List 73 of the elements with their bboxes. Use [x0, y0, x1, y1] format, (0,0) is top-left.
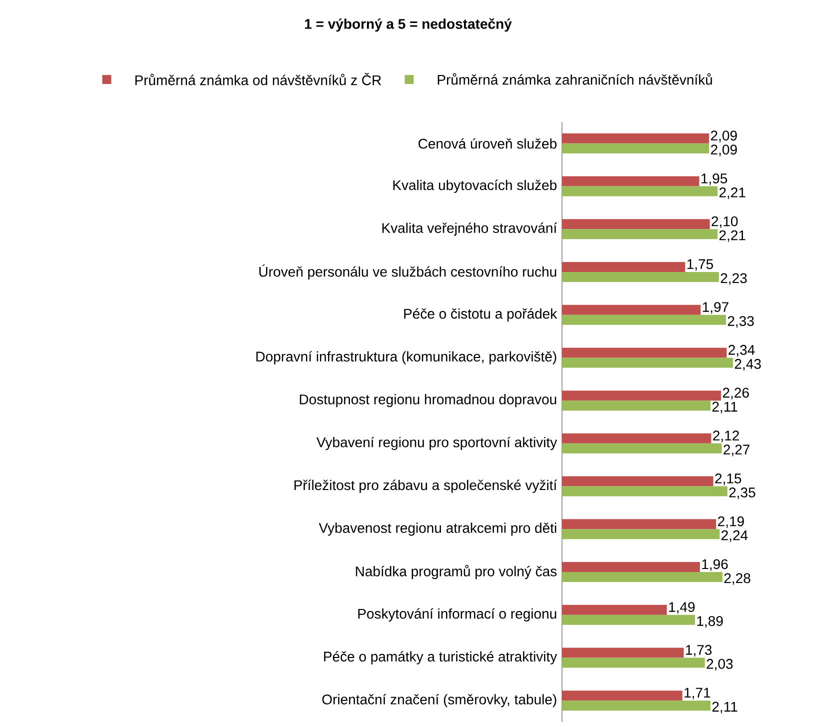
data-label: 2,11: [712, 702, 738, 714]
y-tick-label: Dostupnost regionu hromadnou dopravou: [300, 394, 556, 408]
text: 1 = výborný a 5 = nedostatečný: [305, 18, 512, 32]
data-label: 2,11: [712, 402, 738, 414]
bar: [562, 358, 734, 368]
bar: [562, 519, 716, 530]
data-label: 1,75: [687, 259, 714, 271]
bar: [562, 700, 710, 711]
data-label: 2,09: [710, 144, 737, 156]
bar: [562, 400, 710, 411]
y-tick-label: Úroveň personálu ve službách cestovního ruchu: [259, 264, 556, 280]
y-tick-label: Nabídka programů pro volný čas: [356, 564, 557, 580]
bar: [562, 658, 705, 668]
data-label: 2,34: [728, 344, 755, 357]
data-label: 2,35: [729, 488, 756, 500]
data-label: 1,71: [684, 688, 710, 700]
bar: [562, 390, 722, 401]
data-label: 2,03: [706, 658, 733, 671]
bar: [562, 604, 667, 615]
data-label: 1,73: [686, 644, 712, 657]
bar: [562, 176, 700, 186]
bar: [562, 648, 684, 658]
data-label: 2,33: [728, 316, 754, 328]
data-label: 2,24: [722, 530, 748, 542]
bar: [562, 219, 710, 230]
y-tick-label: Kvalita veřejného stravování: [382, 222, 558, 236]
y-tick-label: Vybavenost regionu atrakcemi pro děti: [318, 522, 556, 536]
data-label: 1,97: [702, 302, 728, 314]
data-label: 1,96: [702, 559, 728, 571]
bar: [562, 186, 718, 196]
data-label: 2,15: [715, 474, 742, 486]
data-label: 2,10: [712, 216, 738, 228]
bar: [562, 304, 701, 315]
bar: [562, 262, 686, 272]
data-label: 1,49: [669, 602, 695, 614]
y-tick-label: Péče o čistotu a pořádek: [404, 308, 558, 322]
data-label: 2,09: [710, 130, 737, 142]
bar: [562, 433, 712, 444]
bar: [562, 562, 700, 572]
bar: [562, 476, 714, 486]
legend-label: Průměrná známka od návštěvníků z ČR: [135, 72, 382, 86]
bar: [562, 229, 718, 240]
bar: [562, 314, 726, 325]
data-label: 1,89: [697, 616, 723, 628]
y-tick-label: Poskytování informací o regionu: [358, 608, 556, 622]
bar: [562, 443, 722, 454]
bar: [562, 133, 710, 144]
bar: [562, 486, 728, 496]
y-tick-label: Kvalita ubytovacích služeb: [393, 180, 557, 193]
y-tick-label: Dopravní infrastruktura (komunikace, parkoviště): [256, 351, 556, 364]
bar: [562, 529, 720, 540]
bar: [562, 614, 696, 625]
y-tick-label: Cenová úroveň služeb: [418, 138, 557, 149]
bar: [562, 272, 719, 282]
data-label: 2,23: [720, 273, 747, 285]
y-tick-label: Příležitost pro zábavu a společenské vyžití: [294, 480, 558, 493]
bar: [562, 143, 710, 154]
y-tick-label: Vybavení regionu pro sportovní aktivity: [316, 436, 558, 450]
data-label: 2,12: [713, 430, 739, 442]
y-tick-label: Orientační značení (směrovky, tabule): [322, 694, 556, 708]
data-label: 2,43: [734, 358, 761, 371]
bar: [562, 690, 682, 701]
data-label: 2,21: [719, 230, 746, 242]
data-label: 2,28: [724, 573, 750, 585]
data-label: 2,27: [724, 444, 750, 456]
data-label: 2,21: [719, 188, 746, 200]
y-tick-label: Péče o památky a turistické atraktivity: [324, 651, 558, 664]
data-label: 2,26: [722, 388, 749, 400]
data-label: 1,95: [701, 174, 728, 186]
legend-label: Průměrná známka zahraničních návštěvníků: [438, 73, 712, 85]
bar: [562, 572, 722, 582]
data-label: 2,19: [718, 516, 744, 528]
bar: [562, 348, 727, 358]
